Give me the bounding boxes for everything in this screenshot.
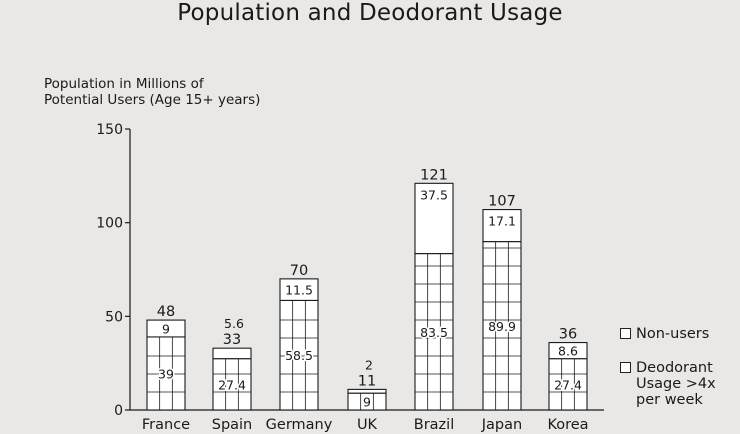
legend-label-usage-line-2: Usage >4x <box>636 376 716 392</box>
bar-group-brazil <box>414 182 454 411</box>
total-label-brazil: 121 <box>420 167 448 183</box>
nonusers-label-spain: 27.4 <box>218 377 246 392</box>
total-label-korea: 36 <box>559 327 577 343</box>
bar-usage-brazil <box>414 182 454 255</box>
y-tick-label-150: 150 <box>96 122 123 138</box>
nonusers-label-france: 39 <box>158 366 174 381</box>
y-axis-label-line-2: Potential Users (Age 15+ years) <box>44 92 261 108</box>
legend-label-nonusers: Non-users <box>636 326 710 342</box>
x-tick-label-spain: Spain <box>212 417 253 433</box>
usage-label-korea: 8.6 <box>558 344 578 359</box>
bar-usage-germany <box>279 278 319 301</box>
y-tick-label-100: 100 <box>96 216 123 232</box>
usage-label-france: 9 <box>162 322 170 337</box>
legend-label-usage: Deodorant Usage >4x per week <box>636 360 736 408</box>
usage-label-japan: 17.1 <box>488 214 516 229</box>
bar-usage-spain <box>212 347 252 360</box>
legend-swatch-nonusers <box>620 328 631 339</box>
legend-label-usage-line-1: Deodorant <box>636 360 713 376</box>
y-tick-label-0: 0 <box>114 403 123 419</box>
total-label-japan: 107 <box>488 194 516 210</box>
nonusers-label-brazil: 83.5 <box>420 325 448 340</box>
bar-group-france <box>146 319 186 411</box>
bar-group-uk <box>347 388 387 411</box>
x-tick-label-korea: Korea <box>547 417 588 433</box>
bar-group-germany <box>279 278 319 411</box>
usage-label-brazil: 37.5 <box>420 187 448 202</box>
x-tick-label-france: France <box>142 417 190 433</box>
chart-title: Population and Deodorant Usage <box>177 0 563 26</box>
bar-usage-uk <box>347 388 387 394</box>
bar-nonusers-brazil <box>414 253 454 411</box>
total-label-spain: 33 <box>223 332 241 348</box>
nonusers-label-japan: 89.9 <box>488 319 516 334</box>
nonusers-label-germany: 58.5 <box>285 348 313 363</box>
x-tick-label-uk: UK <box>357 417 378 433</box>
usage-label-germany: 11.5 <box>285 283 313 298</box>
bar-usage-japan <box>482 209 522 243</box>
bar-nonusers-japan <box>482 241 522 411</box>
total-label-france: 48 <box>157 304 175 320</box>
nonusers-label-uk: 9 <box>363 395 371 410</box>
bar-group-spain <box>212 347 252 411</box>
nonusers-label-korea: 27.4 <box>554 377 582 392</box>
x-tick-label-brazil: Brazil <box>414 417 454 433</box>
total-label-uk: 11 <box>358 373 376 389</box>
x-tick-label-japan: Japan <box>481 417 522 433</box>
bar-usage-france <box>146 319 186 338</box>
y-axis-label-line-1: Population in Millions of <box>44 76 204 92</box>
bar-group-korea <box>548 342 588 411</box>
x-tick-label-germany: Germany <box>266 417 333 433</box>
bar-usage-korea <box>548 342 588 360</box>
usage-label-spain: 5.6 <box>224 316 244 331</box>
usage-label-uk: 2 <box>365 357 373 372</box>
y-axis-label: Population in Millions of Potential User… <box>44 76 260 108</box>
y-tick-label-50: 50 <box>105 309 123 325</box>
bar-group-japan <box>482 209 522 411</box>
legend-label-usage-line-3: per week <box>636 392 703 408</box>
total-label-germany: 70 <box>290 263 308 279</box>
legend-swatch-usage <box>620 362 631 373</box>
